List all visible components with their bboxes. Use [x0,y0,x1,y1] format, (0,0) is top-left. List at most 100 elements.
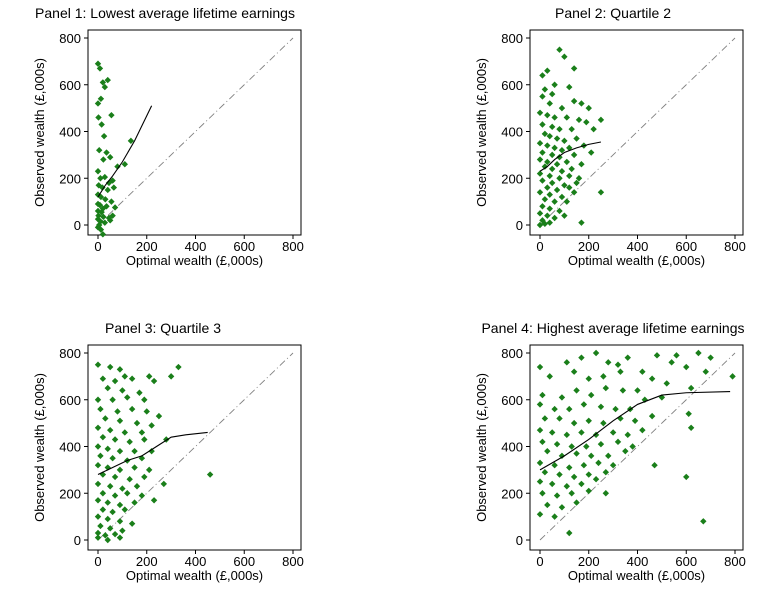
scatter-point [536,109,544,116]
scatter-point [585,417,592,424]
scatter-point [539,149,546,156]
scatter-point [685,410,692,417]
scatter-point [592,349,600,357]
scatter-point [94,100,102,107]
scatter-point [583,443,590,450]
scatter-point [94,480,102,488]
y-tick-label: 800 [501,31,523,46]
scatter-point [544,184,551,191]
scatter-point [94,215,102,223]
scatter-point [575,116,583,124]
scatter-point [111,473,119,481]
scatter-point [558,104,566,112]
scatter-point [541,469,549,476]
scatter-point [673,352,680,359]
scatter-point [551,513,558,520]
scatter-point [131,447,138,455]
x-tick-label: 400 [185,554,207,569]
scatter-point [544,447,551,455]
scatter-point [568,165,575,173]
scatter-point [573,135,580,142]
scatter-point [94,529,102,537]
scatter-point [551,405,558,413]
y-tick-label: 600 [501,393,523,408]
scatter-point [536,363,544,371]
scatter-point [573,450,580,457]
scatter-point [566,464,573,471]
scatter-point [131,464,138,471]
scatter-point [101,173,109,181]
x-tick-label: 800 [282,239,304,254]
chart-title: Panel 2: Quartile 2 [555,5,671,21]
scatter-point [104,76,111,84]
scatter-point [150,497,158,504]
scatter-point [553,492,561,499]
panel-4: Panel 4: Highest average lifetime earnin… [474,320,746,583]
y-tick-label: 400 [59,440,81,455]
scatter-point [104,445,111,453]
scatter-point [116,447,124,455]
scatter-point [119,387,126,394]
scatter-point [563,114,571,121]
scatter-point [111,530,119,538]
scatter-point [605,452,612,460]
scatter-point [578,219,585,226]
scatter-point [145,373,153,380]
scatter-point [102,196,109,203]
scatter-point [568,443,575,450]
scatter-point [109,508,116,516]
scatter-point [116,518,124,525]
y-tick-label: 0 [516,533,523,548]
scatter-point [99,433,107,441]
scatter-point [568,490,575,497]
scatter-point [639,368,646,375]
y-tick-label: 200 [501,486,523,501]
scatter-point [624,354,631,361]
y-tick-label: 0 [74,218,81,233]
scatter-point [96,201,104,209]
x-tick-label: 600 [675,554,697,569]
scatter-point [206,471,214,478]
scatter-point [592,476,600,483]
scatter-point [100,132,108,140]
y-tick-label: 800 [59,346,81,361]
scatter-point [546,373,553,380]
x-tick-label: 400 [185,239,207,254]
scatter-point [580,401,588,408]
reference-diagonal-line [97,352,294,541]
scatter-point [570,65,578,72]
scatter-point [551,214,558,222]
scatter-point [556,46,563,53]
scatter-point [136,389,143,396]
scatter-point [111,204,119,211]
scatter-point [585,104,592,112]
scatter-point [539,391,546,399]
scatter-point [553,440,561,448]
x-axis-label: Optimal wealth (£,000s) [126,253,263,268]
scatter-point [536,210,544,217]
scatter-point [553,186,561,194]
scatter-point [544,212,551,219]
scatter-point [570,419,578,427]
panel-1: Panel 1: Lowest average lifetime earning… [32,5,304,268]
scatter-point [94,60,102,67]
scatter-point [111,492,119,499]
y-tick-label: 400 [501,440,523,455]
x-tick-label: 200 [136,554,158,569]
scatter-point [94,513,102,520]
scatter-point [546,219,553,226]
plot-frame [529,344,744,551]
fit-line [97,431,208,476]
x-tick-label: 200 [578,554,600,569]
y-tick-label: 200 [59,171,81,186]
scatter-point [94,443,102,450]
scatter-point [116,417,124,424]
scatter-point [651,462,658,469]
scatter-point [536,189,544,196]
scatter-point [539,203,546,210]
scatter-point [695,349,702,357]
scatter-point [121,373,129,380]
scatter-point [138,454,146,462]
y-tick-label: 600 [501,78,523,93]
